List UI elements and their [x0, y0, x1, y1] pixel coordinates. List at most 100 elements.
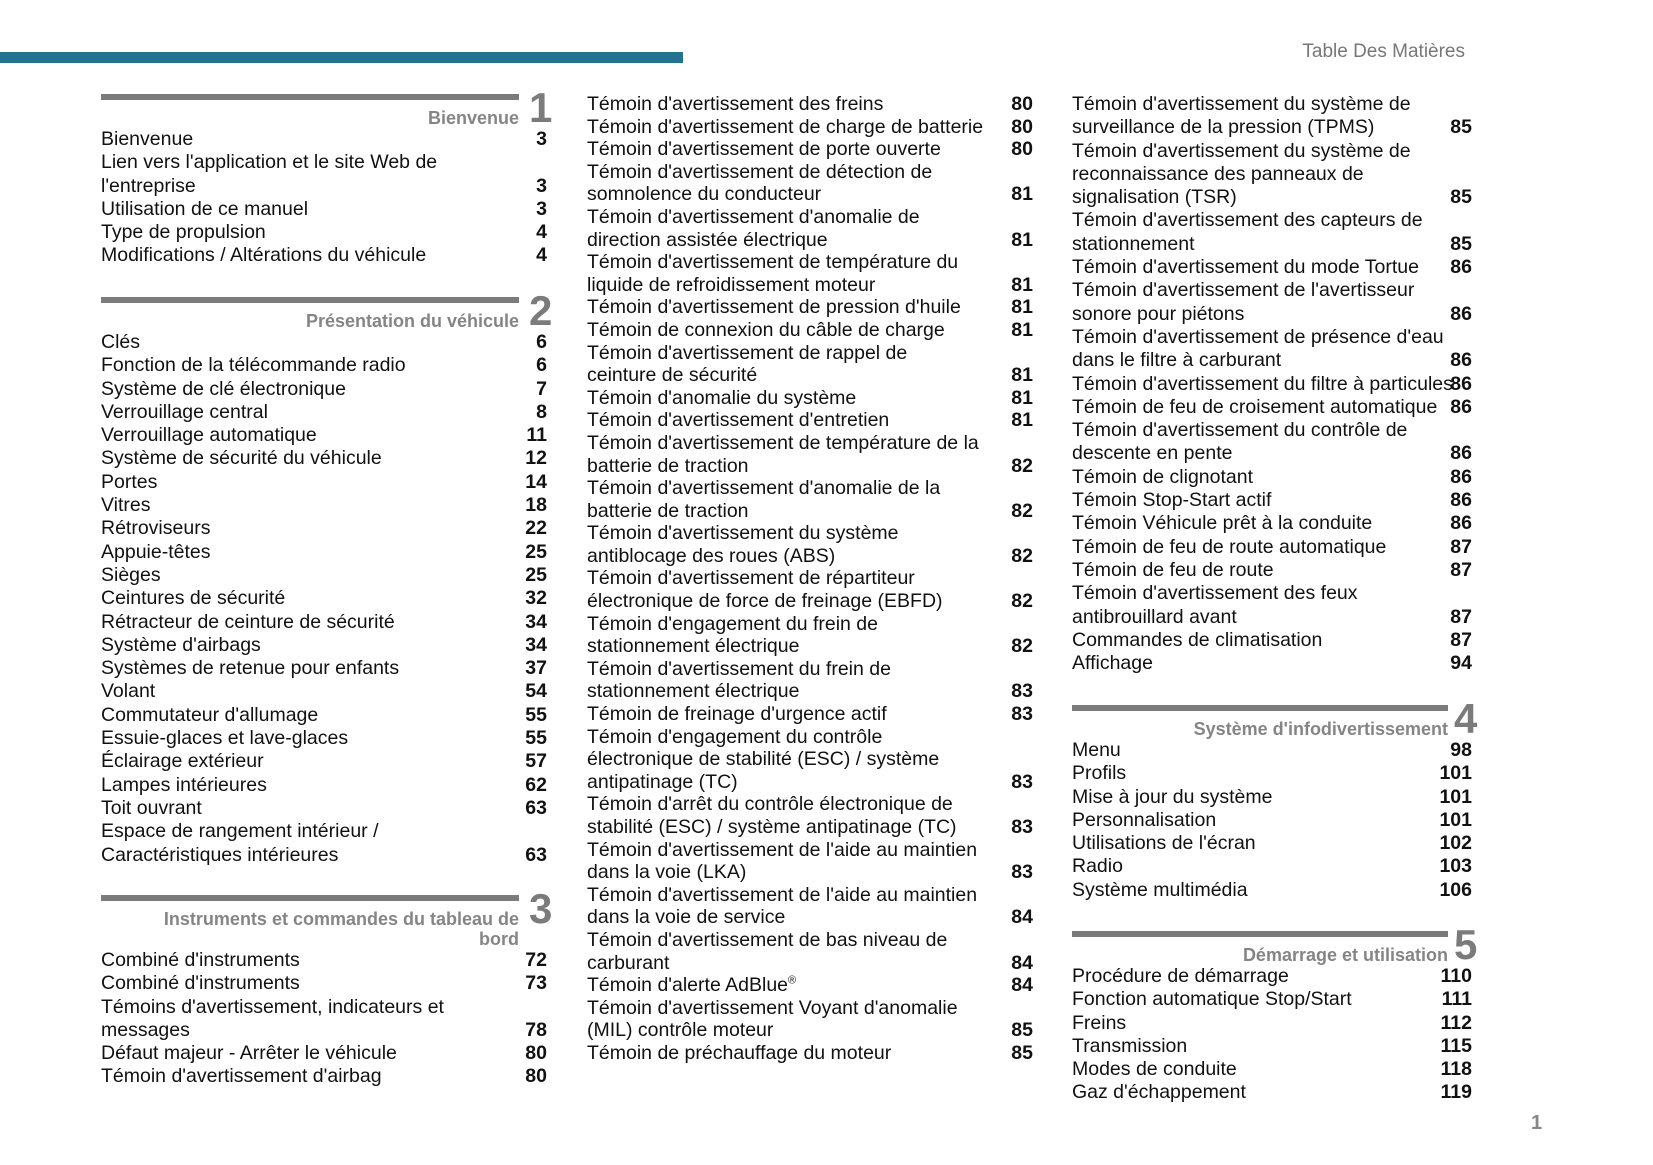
toc-entry-text: Témoin d'avertissement de porte ouverte — [587, 138, 941, 161]
section-divider — [1072, 931, 1448, 937]
toc-entry[interactable]: Témoin d'anomalie du système 81 — [587, 387, 1033, 410]
toc-entry[interactable]: Témoin de préchauffage du moteur 85 — [587, 1042, 1033, 1065]
toc-entry[interactable]: Témoin d'engagement du frein de stationne… — [587, 613, 1033, 658]
toc-entry[interactable]: Fonction automatique Stop/Start 111 — [1072, 988, 1472, 1011]
toc-entry[interactable]: Essuie-glaces et lave-glaces 55 — [101, 727, 547, 750]
toc-entry[interactable]: Témoin de connexion du câble de charge 81 — [587, 319, 1033, 342]
toc-entry[interactable]: Éclairage extérieur 57 — [101, 750, 547, 773]
toc-entry[interactable]: Témoin d'avertissement d'anomalie de la b… — [587, 477, 1033, 522]
toc-entry[interactable]: Témoin d'avertissement d'anomalie de dire… — [587, 206, 1033, 251]
toc-entry-text: antibrouillard avant — [1072, 605, 1237, 628]
toc-entry[interactable]: Volant 54 — [101, 680, 547, 703]
toc-entry[interactable]: Témoin d'avertissement du frein de statio… — [587, 658, 1033, 703]
toc-entry[interactable]: Témoin d'avertissement du système de reco… — [1072, 140, 1472, 210]
toc-entry[interactable]: Témoin d'avertissement de rappel de ceint… — [587, 342, 1033, 387]
toc-entry[interactable]: Radio 103 — [1072, 855, 1472, 878]
toc-entry[interactable]: Témoin Véhicule prêt à la conduite 86 — [1072, 512, 1472, 535]
toc-entry[interactable]: Système de clé électronique 7 — [101, 378, 547, 401]
toc-entry[interactable]: Témoin d'avertissement du contrôle de des… — [1072, 419, 1472, 466]
toc-entry[interactable]: Système multimédia 106 — [1072, 879, 1472, 902]
toc-entry[interactable]: Freins 112 — [1072, 1012, 1472, 1035]
toc-entry[interactable]: Témoin de freinage d'urgence actif 83 — [587, 703, 1033, 726]
toc-entry[interactable]: Témoin d'avertissement du système de surv… — [1072, 93, 1472, 140]
toc-entry[interactable]: Témoin d'avertissement du filtre à parti… — [1072, 373, 1472, 396]
toc-entry[interactable]: Témoin d'avertissement de l'avertisseur s… — [1072, 279, 1472, 326]
toc-entry[interactable]: Témoin d'engagement du contrôle électroni… — [587, 726, 1033, 794]
toc-entry-text: reconnaissance des panneaux de — [1072, 162, 1364, 185]
toc-entry[interactable]: Systèmes de retenue pour enfants 37 — [101, 657, 547, 680]
toc-entry-text: Lien vers l'application et le site Web d… — [101, 151, 438, 174]
toc-entry[interactable]: Témoin d'avertissement de l'aide au main… — [587, 839, 1033, 884]
toc-entry[interactable]: Lien vers l'application et le site Web d… — [101, 151, 547, 198]
toc-entry[interactable]: Témoins d'avertissement, indicateurs et m… — [101, 996, 547, 1043]
toc-entry[interactable]: Témoin d'avertissement de température de… — [587, 432, 1033, 477]
toc-entry-text: Profils — [1072, 762, 1127, 785]
toc-entry[interactable]: Verrouillage central 8 — [101, 401, 547, 424]
toc-entry[interactable]: Témoin d'alerte AdBlue® 84 — [587, 974, 1033, 997]
toc-entry[interactable]: Lampes intérieures 62 — [101, 774, 547, 797]
toc-entry[interactable]: Utilisations de l'écran 102 — [1072, 832, 1472, 855]
toc-entry[interactable]: Rétroviseurs 22 — [101, 517, 547, 540]
toc-entry[interactable]: Témoin d'avertissement de température du… — [587, 251, 1033, 296]
toc-entry[interactable]: Personnalisation 101 — [1072, 809, 1472, 832]
toc-entry[interactable]: Rétracteur de ceinture de sécurité 34 — [101, 611, 547, 634]
toc-entry[interactable]: Système de sécurité du véhicule 12 — [101, 447, 547, 470]
toc-entry[interactable]: Sièges 25 — [101, 564, 547, 587]
toc-entry[interactable]: Modifications / Altérations du véhicule 4 — [101, 244, 547, 267]
toc-entry-title-line: Bienvenue 3 — [101, 128, 547, 151]
toc-entry[interactable]: Verrouillage automatique 11 — [101, 424, 547, 447]
toc-entry[interactable]: Témoin d'avertissement de répartiteur éle… — [587, 567, 1033, 612]
toc-entry[interactable]: Procédure de démarrage 110 — [1072, 965, 1472, 988]
toc-entry[interactable]: Témoin de feu de route automatique 87 — [1072, 536, 1472, 559]
toc-entry[interactable]: Témoin d'arrêt du contrôle électronique … — [587, 793, 1033, 838]
toc-entry[interactable]: Modes de conduite 118 — [1072, 1058, 1472, 1081]
toc-entry-title-line: Modes de conduite 118 — [1072, 1058, 1472, 1081]
toc-entry[interactable]: Témoin d'avertissement de l'aide au main… — [587, 884, 1033, 929]
toc-entry[interactable]: Témoin d'avertissement de charge de batt… — [587, 116, 1033, 139]
toc-entry[interactable]: Profils 101 — [1072, 762, 1472, 785]
toc-entry-title-line: Transmission 115 — [1072, 1035, 1472, 1058]
toc-entry[interactable]: Appuie-têtes 25 — [101, 541, 547, 564]
toc-entry[interactable]: Témoin d'avertissement de bas niveau de c… — [587, 929, 1033, 974]
toc-entry-title-line: Combiné d'instruments 73 — [101, 972, 547, 995]
toc-entry[interactable]: Témoin d'avertissement du système antiblo… — [587, 522, 1033, 567]
toc-entry[interactable]: Transmission 115 — [1072, 1035, 1472, 1058]
toc-entry[interactable]: Combiné d'instruments 73 — [101, 972, 547, 995]
toc-entry[interactable]: Témoin d'avertissement des freins 80 — [587, 93, 1033, 116]
toc-entry[interactable]: Témoin d'avertissement du mode Tortue 86 — [1072, 256, 1472, 279]
toc-entry[interactable]: Fonction de la télécommande radio 6 — [101, 354, 547, 377]
toc-entry[interactable]: Défaut majeur - Arrêter le véhicule 80 — [101, 1042, 547, 1065]
toc-entry[interactable]: Témoin d'avertissement de pression d'hui… — [587, 296, 1033, 319]
toc-entry[interactable]: Témoin d'avertissement des capteurs de st… — [1072, 209, 1472, 256]
toc-entry[interactable]: Témoin de feu de croisement automatique 8… — [1072, 396, 1472, 419]
toc-entry[interactable]: Témoin d'avertissement de présence d'eau… — [1072, 326, 1472, 373]
toc-entry[interactable]: Ceintures de sécurité 32 — [101, 587, 547, 610]
toc-entry[interactable]: Menu 98 — [1072, 739, 1472, 762]
toc-entry[interactable]: Témoin Stop-Start actif 86 — [1072, 489, 1472, 512]
toc-entry[interactable]: Système d'airbags 34 — [101, 634, 547, 657]
toc-entry[interactable]: Affichage 94 — [1072, 652, 1472, 675]
toc-entry[interactable]: Vitres 18 — [101, 494, 547, 517]
toc-entry[interactable]: Commandes de climatisation 87 — [1072, 629, 1472, 652]
toc-entry[interactable]: Clés 6 — [101, 331, 547, 354]
toc-entry-page: 25 — [525, 540, 547, 563]
toc-entry[interactable]: Portes 14 — [101, 471, 547, 494]
toc-entry[interactable]: Utilisation de ce manuel 3 — [101, 198, 547, 221]
toc-entry[interactable]: Témoin d'avertissement des feux antibroui… — [1072, 582, 1472, 629]
toc-entry[interactable]: Type de propulsion 4 — [101, 221, 547, 244]
toc-entry[interactable]: Témoin de feu de route 87 — [1072, 559, 1472, 582]
toc-entry-text: liquide de refroidissement moteur — [587, 273, 876, 296]
toc-entry[interactable]: Gaz d'échappement 119 — [1072, 1081, 1472, 1104]
toc-entry[interactable]: Témoin d'avertissement d'airbag 80 — [101, 1065, 547, 1088]
toc-entry[interactable]: Témoin d'avertissement Voyant d'anomalie… — [587, 997, 1033, 1042]
toc-entry[interactable]: Espace de rangement intérieur / Caractéri… — [101, 820, 547, 867]
toc-entry[interactable]: Toit ouvrant 63 — [101, 797, 547, 820]
toc-entry[interactable]: Témoin d'avertissement de porte ouverte 8… — [587, 138, 1033, 161]
toc-entry[interactable]: Témoin d'avertissement de détection de so… — [587, 161, 1033, 206]
toc-entry[interactable]: Combiné d'instruments 72 — [101, 949, 547, 972]
toc-entry[interactable]: Témoin d'avertissement d'entretien 81 — [587, 409, 1033, 432]
toc-entry[interactable]: Mise à jour du système 101 — [1072, 786, 1472, 809]
toc-entry[interactable]: Bienvenue 3 — [101, 128, 547, 151]
toc-entry[interactable]: Commutateur d'allumage 55 — [101, 704, 547, 727]
toc-entry[interactable]: Témoin de clignotant 86 — [1072, 466, 1472, 489]
